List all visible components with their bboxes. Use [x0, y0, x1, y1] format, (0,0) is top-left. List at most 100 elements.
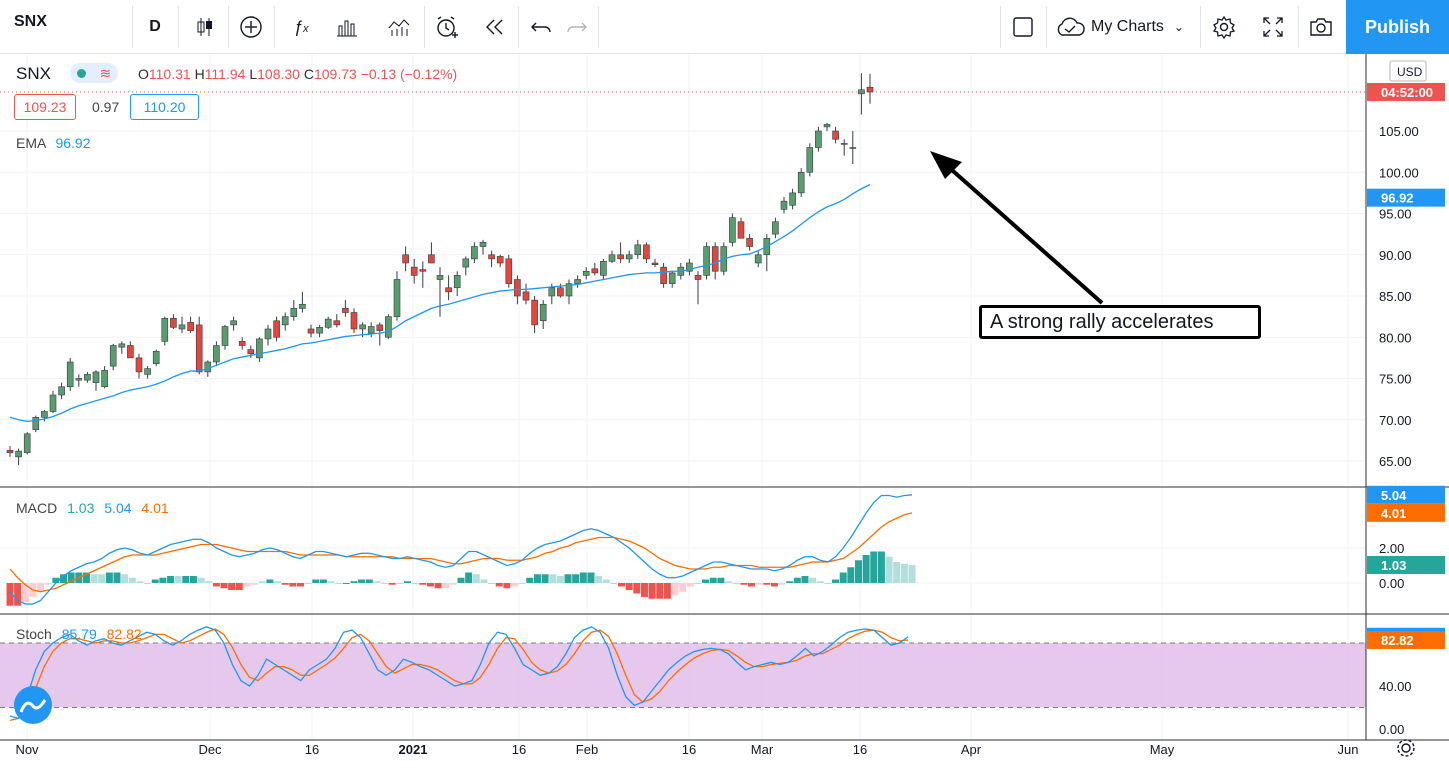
macd-hist-bar	[702, 579, 710, 583]
price-tick-label: 65.00	[1379, 454, 1412, 469]
candle-body	[453, 275, 461, 289]
macd-hist-bar	[809, 577, 817, 583]
macd-hist-bar	[465, 572, 473, 583]
tradingview-logo[interactable]	[14, 686, 52, 724]
macd-hist-bar	[480, 579, 488, 583]
macd-hist-bar	[442, 583, 450, 589]
macd-hist-bar	[411, 583, 419, 584]
macd-hist-bar	[174, 576, 182, 583]
macd-hist-bar	[854, 560, 862, 583]
redo-button[interactable]	[560, 10, 594, 44]
stoch-d-value: 82.82	[106, 626, 142, 642]
candle	[660, 263, 667, 288]
candle-body	[686, 262, 693, 272]
candle-body	[187, 322, 194, 331]
candle-body	[419, 269, 427, 272]
macd-hist-bar	[747, 583, 755, 587]
layout-button[interactable]	[1008, 10, 1038, 44]
candle	[32, 415, 40, 433]
plus-circle-icon	[240, 16, 262, 38]
stoch-d-badge-text: 82.82	[1381, 633, 1414, 648]
ema-badge-text: 96.92	[1381, 191, 1414, 206]
macd-hist-bar	[266, 579, 274, 583]
candle-body	[109, 345, 117, 367]
macd-hist-bar	[37, 583, 45, 592]
candle	[789, 188, 796, 210]
macd-signal-line	[9, 512, 913, 593]
chart-style-button[interactable]	[188, 10, 222, 44]
spread-value: 0.97	[92, 99, 120, 115]
candle-body	[247, 349, 255, 355]
snapshot-button[interactable]	[1304, 10, 1338, 44]
candle-body	[789, 192, 796, 206]
candle-body	[505, 258, 513, 284]
candle-body	[832, 130, 839, 140]
price-tick-label: 70.00	[1379, 413, 1412, 428]
macd-hist-bar	[151, 579, 159, 583]
high-label: H	[194, 66, 205, 82]
candle	[471, 242, 478, 263]
time-axis[interactable]: Nov Dec 16 2021 16 Feb 16 Mar 16 Apr May Jun	[15, 739, 1415, 757]
macd-hist-bar	[587, 572, 595, 583]
templates-button[interactable]	[330, 10, 364, 44]
macd-hist-bar	[885, 556, 893, 583]
square-icon	[1013, 17, 1033, 37]
macd-hist-bar	[847, 567, 855, 583]
candle-body	[445, 287, 452, 293]
high-value: 111.94	[204, 66, 246, 82]
macd-hist-bar	[327, 581, 335, 583]
sell-button[interactable]: 109.23	[14, 94, 76, 120]
candle	[178, 316, 186, 334]
macd-hist-bar	[656, 583, 664, 599]
time-tick-label: Apr	[961, 742, 982, 757]
market-status-badge[interactable]: ≋	[70, 63, 118, 83]
buy-button[interactable]: 110.20	[130, 94, 199, 120]
time-tick-label: May	[1150, 742, 1175, 757]
gear-outer	[1397, 739, 1415, 757]
candle-body	[651, 262, 659, 265]
candle-body	[23, 433, 31, 454]
undo-button[interactable]	[524, 10, 558, 44]
macd-hist-bar	[694, 583, 702, 584]
fullscreen-button[interactable]	[1256, 10, 1290, 44]
price-axis[interactable]: 105.00 100.00 95.00 90.00 85.00 80.00 75.00 70.…	[1367, 60, 1445, 737]
macd-line-badge-text: 5.04	[1381, 488, 1407, 503]
candle-body	[488, 254, 495, 260]
macd-line-badge	[1367, 485, 1445, 504]
price-tick-label: 75.00	[1379, 372, 1412, 387]
candle	[531, 296, 538, 334]
symbol-search-button[interactable]: SNX	[14, 13, 47, 30]
macd-histogram	[6, 551, 916, 606]
macd-hist-bar	[579, 572, 587, 583]
macd-hist-bar	[732, 583, 740, 584]
candle-body	[574, 279, 581, 284]
compare-button[interactable]	[234, 10, 268, 44]
candle-body	[660, 266, 667, 284]
price-chart[interactable]: 105.00 100.00 95.00 90.00 85.00 80.00 75.00 70.…	[0, 54, 1449, 768]
candle-body	[333, 320, 341, 326]
settings-button[interactable]	[1207, 10, 1241, 44]
gear-inner	[1401, 743, 1411, 753]
my-charts-button[interactable]: My Charts ⌄	[1054, 10, 1200, 44]
candle-body	[273, 320, 280, 338]
alert-button[interactable]	[430, 10, 464, 44]
annotation-box[interactable]: A strong rally accelerates	[979, 305, 1261, 339]
indicators-button[interactable]: ƒx	[284, 10, 318, 44]
candle-body	[531, 299, 538, 326]
candle	[230, 316, 237, 331]
candle-body	[15, 450, 22, 458]
candle	[797, 168, 805, 197]
publish-button[interactable]: Publish	[1346, 0, 1449, 54]
macd-hist-bar	[625, 583, 633, 590]
macd-hist-bar	[511, 583, 519, 587]
toolbar-divider	[598, 6, 599, 48]
replay-button[interactable]	[478, 10, 512, 44]
financials-button[interactable]	[382, 10, 416, 44]
candle-body	[32, 416, 40, 430]
interval-button[interactable]: D	[149, 18, 161, 35]
candle-body	[565, 283, 573, 297]
macd-hist-bar	[610, 583, 618, 584]
macd-hist-bar	[403, 581, 411, 583]
candle	[608, 250, 616, 263]
price-tick-label: 90.00	[1379, 248, 1412, 263]
